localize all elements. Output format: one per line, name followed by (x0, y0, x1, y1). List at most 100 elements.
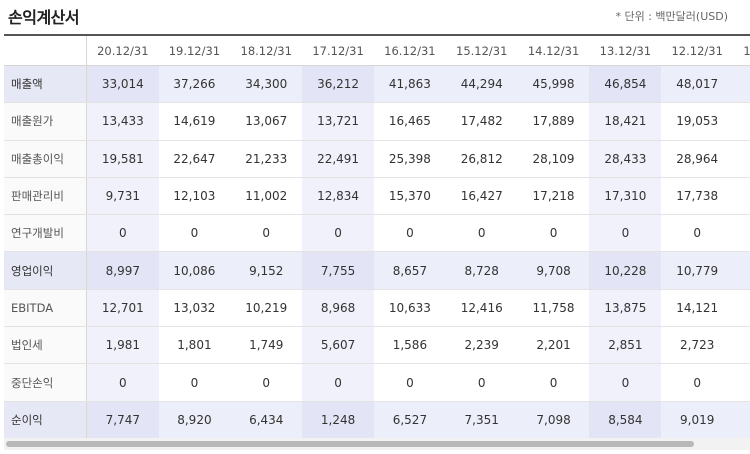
value-cell: 1,981 (86, 326, 159, 365)
value-cell: 14,619 (158, 102, 231, 141)
value-cell: 6,527 (373, 401, 446, 438)
row-label: 매출원가 (4, 102, 88, 141)
value-cell: 0 (445, 363, 518, 402)
value-cell: 12,834 (302, 177, 374, 216)
row-label: EBITDA (4, 289, 88, 328)
value-cell: 18, (733, 102, 750, 141)
value-cell: 15,370 (373, 177, 446, 216)
value-cell: 1,248 (302, 401, 374, 438)
value-cell: 0 (158, 363, 231, 402)
value-cell: 17,889 (517, 102, 590, 141)
value-cell: 0 (661, 214, 734, 253)
value-cell: 45,998 (517, 65, 590, 104)
value-cell: 28,433 (589, 140, 662, 178)
value-cell: 2, (733, 326, 750, 365)
value-cell: 0 (230, 214, 303, 253)
value-cell: 28, (733, 140, 750, 178)
value-cell: 46,854 (589, 65, 662, 104)
value-cell: 44,294 (445, 65, 518, 104)
value-cell: 13,067 (230, 102, 303, 141)
value-cell: 14,121 (661, 289, 734, 328)
value-cell: 1,749 (230, 326, 303, 365)
value-cell: 8, (733, 401, 750, 438)
header-row: 20.12/31 19.12/31 18.12/31 17.12/31 16.1… (4, 34, 750, 66)
value-cell: 17,738 (661, 177, 734, 216)
value-cell: 37,266 (158, 65, 231, 104)
value-cell: 10,633 (373, 289, 446, 328)
value-cell: 36,212 (302, 65, 374, 104)
value-cell: 2,201 (517, 326, 590, 365)
row-label: 매출액 (4, 65, 88, 104)
period-header: 19.12/31 (158, 34, 231, 66)
table-row: 매출원가 13,433 14,619 13,067 13,721 16,465 17,482… (4, 102, 750, 141)
value-cell: 17,310 (589, 177, 662, 216)
value-cell: 8,997 (86, 251, 159, 290)
table-row: 법인세 1,981 1,801 1,749 5,607 1,586 2,239 2,201 2,… (4, 326, 750, 365)
value-cell: 16,427 (445, 177, 518, 216)
table-row: 연구개발비0000000000 (4, 214, 750, 253)
value-cell: 6,434 (230, 401, 303, 438)
value-cell: 34,300 (230, 65, 303, 104)
period-header: 13.12/31 (589, 34, 662, 66)
value-cell: 0 (517, 214, 590, 253)
table-row: 영업이익 8,997 10,086 9,152 7,755 8,657 8,728 9,708… (4, 251, 750, 290)
period-header: 20.12/31 (86, 34, 159, 66)
value-cell: 28,964 (661, 140, 734, 178)
value-cell: 48,017 (661, 65, 734, 104)
horizontal-scrollbar[interactable] (4, 438, 750, 450)
row-label: 연구개발비 (4, 214, 88, 253)
value-cell: 2,723 (661, 326, 734, 365)
page-title: 손익계산서 (8, 8, 80, 27)
value-cell: 10,779 (661, 251, 734, 290)
period-header: 17.12/31 (302, 34, 374, 66)
income-statement-table: 20.12/31 19.12/31 18.12/31 17.12/31 16.1… (4, 34, 750, 438)
period-header: 18.12/31 (230, 34, 303, 66)
value-cell: 41,863 (373, 65, 446, 104)
income-statement-table-container: 20.12/31 19.12/31 18.12/31 17.12/31 16.1… (4, 34, 750, 438)
value-cell: 9,019 (661, 401, 734, 438)
value-cell: 10,228 (589, 251, 662, 290)
value-cell: 16,465 (373, 102, 446, 141)
value-cell: 1,586 (373, 326, 446, 365)
period-header: 16.12/31 (373, 34, 446, 66)
value-cell: 2,851 (589, 326, 662, 365)
row-label: 영업이익 (4, 251, 88, 290)
value-cell: 33,014 (86, 65, 159, 104)
value-cell: 14, (733, 289, 750, 328)
value-cell: 25,398 (373, 140, 446, 178)
period-header: 14.12/31 (517, 34, 590, 66)
value-cell: 11,002 (230, 177, 303, 216)
table-row: 판매관리비 9,731 12,103 11,002 12,834 15,370 16,427… (4, 177, 750, 216)
value-cell: 22,647 (158, 140, 231, 178)
period-header: 12.12/31 (661, 34, 734, 66)
value-cell: 7,755 (302, 251, 374, 290)
value-cell: 0 (589, 363, 662, 402)
value-cell: 19,581 (86, 140, 159, 178)
value-cell: 0 (230, 363, 303, 402)
value-cell: 1,801 (158, 326, 231, 365)
value-cell: 21,233 (230, 140, 303, 178)
value-cell: 9,152 (230, 251, 303, 290)
value-cell: 0 (158, 214, 231, 253)
value-cell: 0 (661, 363, 734, 402)
unit-note: * 단위 : 백만달러(USD) (615, 10, 728, 23)
value-cell: 8,728 (445, 251, 518, 290)
value-cell: 9,708 (517, 251, 590, 290)
scrollbar-thumb[interactable] (6, 441, 694, 447)
value-cell: 0 (517, 363, 590, 402)
value-cell: 0 (373, 363, 446, 402)
value-cell: 13,721 (302, 102, 374, 141)
table-row: EBITDA 12,701 13,032 10,219 8,968 10,633 12,41… (4, 289, 750, 328)
header-label-cell (4, 34, 88, 66)
row-label: 판매관리비 (4, 177, 88, 216)
value-cell: 0 (733, 363, 750, 402)
value-cell: 18,421 (589, 102, 662, 141)
value-cell: 8,584 (589, 401, 662, 438)
value-cell: 0 (302, 363, 374, 402)
value-cell: 17, (733, 177, 750, 216)
value-cell: 17,482 (445, 102, 518, 141)
value-cell: 46, (733, 65, 750, 104)
value-cell: 12,701 (86, 289, 159, 328)
table-row: 순이익 7,747 8,920 6,434 1,248 6,527 7,351 7,098 8,… (4, 401, 750, 438)
value-cell: 12,416 (445, 289, 518, 328)
